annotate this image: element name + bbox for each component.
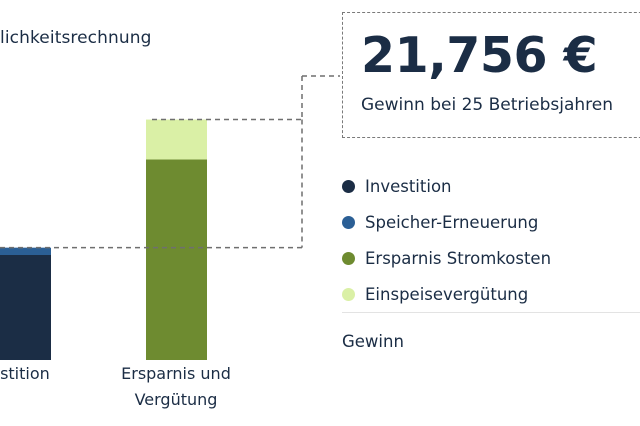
category-label-ersparnis: Ersparnis und Vergütung [121,364,231,409]
gewinn-label: Gewinn [342,332,404,351]
bar-group [0,119,207,360]
legend-item-ersparnis-stromkosten: Ersparnis Stromkosten [342,240,640,276]
bar-investition [0,255,51,360]
category-label-investition: estition [0,364,50,383]
legend-divider [342,312,640,313]
legend-item-investition: Investition [342,168,640,204]
legend-item-speicher-erneuerung: Speicher-Erneuerung [342,204,640,240]
legend-dot-icon [342,287,355,301]
legend-label: Speicher-Erneuerung [365,212,539,232]
bar-ersparnis-stromkosten [146,159,207,360]
chart-title: lichkeitsrechnung [0,28,152,48]
legend-dot-icon [342,179,355,193]
bar-top-cap [0,248,51,252]
legend-label: Ersparnis Stromkosten [365,248,552,268]
legend: Investition Speicher-Erneuerung Ersparni… [342,168,640,312]
bar-einspeiseverg-tung [146,119,207,160]
profit-value: 21,756 € [361,27,598,84]
legend-label: Investition [365,176,452,196]
profit-callout: 21,756 € Gewinn bei 25 Betriebsjahren [342,12,640,138]
bar-speicher-erneuerung [0,247,51,255]
bar-chart [0,75,340,360]
legend-item-einspeiseverguetung: Einspeisevergütung [342,276,640,312]
legend-dot-icon [342,215,355,229]
profit-connector [0,75,340,249]
profit-caption: Gewinn bei 25 Betriebsjahren [361,95,613,115]
legend-dot-icon [342,251,355,265]
legend-label: Einspeisevergütung [365,284,529,304]
